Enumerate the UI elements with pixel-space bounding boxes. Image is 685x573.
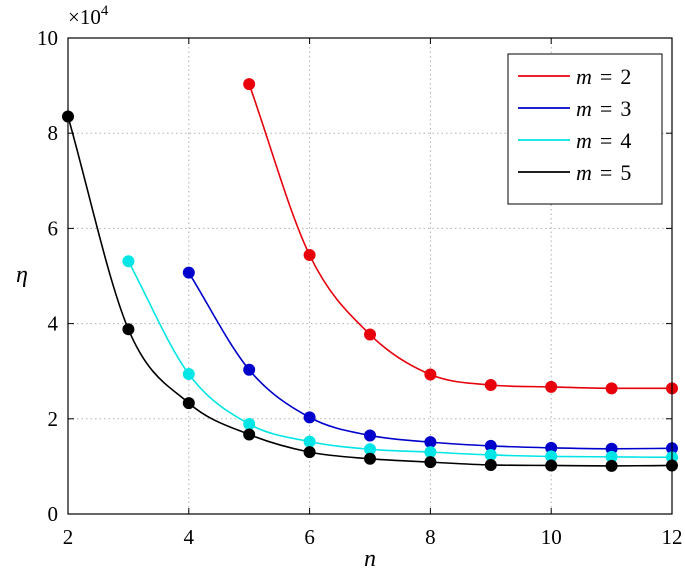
legend-label: m = 2: [576, 64, 631, 89]
data-point: [605, 459, 618, 472]
legend-label: m = 4: [576, 128, 631, 153]
data-point: [424, 446, 437, 459]
data-point: [545, 459, 558, 472]
data-point: [484, 448, 497, 461]
y-multiplier-base: ×10: [68, 5, 101, 29]
data-point: [424, 436, 437, 449]
y-tick-label: 4: [48, 312, 59, 336]
x-tick-label: 12: [662, 525, 683, 549]
data-point: [122, 323, 135, 336]
data-point: [303, 411, 316, 424]
data-point: [243, 78, 256, 91]
series-layer: [62, 78, 678, 472]
data-point: [243, 428, 256, 441]
data-point: [122, 255, 135, 268]
legend-label: m = 5: [576, 160, 631, 185]
x-tick-label: 4: [184, 525, 195, 549]
data-point: [605, 382, 618, 395]
y-axis-label: η: [16, 262, 28, 288]
data-point: [303, 446, 316, 459]
x-axis-label: n: [364, 546, 376, 572]
x-tick-label: 6: [304, 525, 315, 549]
y-tick-label: 6: [48, 216, 59, 240]
series-line: [127, 260, 673, 459]
y-multiplier-label: ×104: [68, 3, 109, 29]
y-multiplier-exponent: 4: [101, 3, 109, 19]
y-tick-label: 8: [48, 121, 59, 145]
x-tick-label: 8: [425, 525, 436, 549]
series-4: [62, 110, 678, 472]
series-2: [182, 266, 678, 455]
data-point: [364, 452, 376, 465]
y-tick-label: 2: [48, 407, 59, 431]
data-point: [243, 418, 256, 431]
data-point: [424, 456, 437, 469]
data-point: [182, 397, 195, 410]
data-point: [424, 368, 437, 381]
data-point: [303, 435, 316, 448]
data-point: [484, 458, 497, 471]
x-tick-label: 2: [63, 525, 74, 549]
data-point: [364, 429, 376, 442]
data-point: [182, 368, 195, 381]
data-point: [484, 379, 497, 392]
data-point: [182, 266, 195, 279]
plot-frame: [67, 37, 673, 515]
x-tick-label: 10: [541, 525, 562, 549]
legend: m = 2 m = 3 m = 4 m = 5: [507, 53, 663, 205]
data-point: [243, 363, 256, 376]
series-1: [243, 78, 678, 395]
y-tick-label: 0: [48, 502, 59, 526]
legend-label: m = 3: [576, 96, 631, 121]
data-point: [364, 328, 376, 341]
grid: [68, 38, 672, 514]
data-point: [303, 249, 316, 262]
y-tick-label: 10: [37, 26, 58, 50]
legend-box: [507, 53, 663, 205]
data-point: [545, 380, 558, 393]
